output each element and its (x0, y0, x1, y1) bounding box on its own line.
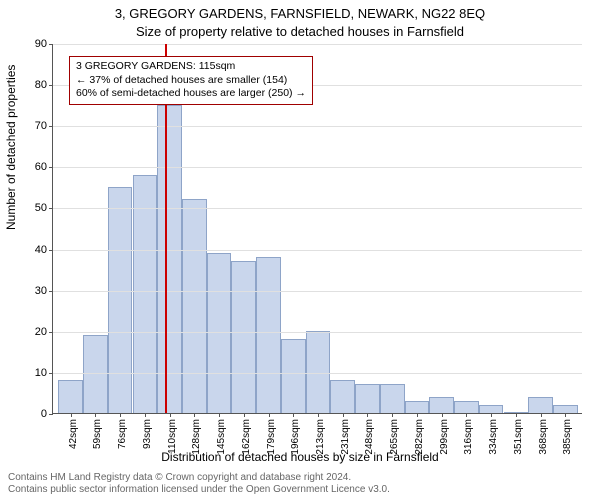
bar (133, 175, 158, 413)
xtick-mark (367, 413, 368, 417)
bar (405, 401, 430, 413)
bar (454, 401, 479, 413)
xtick-mark (219, 413, 220, 417)
annotation-line2: ← 37% of detached houses are smaller (15… (76, 74, 306, 88)
ytick-label: 30 (35, 285, 47, 297)
annotation-line1: 3 GREGORY GARDENS: 115sqm (76, 60, 306, 74)
xtick-mark (269, 413, 270, 417)
bar (58, 380, 83, 413)
chart-container: 3, GREGORY GARDENS, FARNSFIELD, NEWARK, … (0, 0, 600, 500)
ytick-label: 60 (35, 161, 47, 173)
ytick-mark (49, 44, 53, 45)
footnote-line1: Contains HM Land Registry data © Crown c… (8, 472, 592, 484)
ytick-label: 90 (35, 38, 47, 50)
annotation-line3: 60% of semi-detached houses are larger (… (76, 87, 306, 101)
bar (182, 199, 207, 413)
plot-area: 010203040506070809042sqm59sqm76sqm93sqm1… (52, 44, 582, 414)
ytick-mark (49, 85, 53, 86)
grid-line (53, 208, 582, 209)
bar (207, 253, 232, 413)
annotation-box: 3 GREGORY GARDENS: 115sqm ← 37% of detac… (69, 56, 313, 105)
xtick-mark (466, 413, 467, 417)
bar (231, 261, 256, 413)
bar (553, 405, 578, 413)
ytick-label: 70 (35, 120, 47, 132)
bar (108, 187, 133, 413)
bar (256, 257, 281, 413)
ytick-label: 20 (35, 326, 47, 338)
ytick-label: 40 (35, 244, 47, 256)
bar (83, 335, 108, 413)
ytick-label: 50 (35, 202, 47, 214)
ytick-mark (49, 208, 53, 209)
chart-title-line1: 3, GREGORY GARDENS, FARNSFIELD, NEWARK, … (0, 6, 600, 21)
grid-line (53, 126, 582, 127)
xtick-mark (95, 413, 96, 417)
bar (528, 397, 553, 413)
grid-line (53, 291, 582, 292)
ytick-mark (49, 250, 53, 251)
footnote-line2: Contains public sector information licen… (8, 484, 592, 496)
ytick-label: 80 (35, 79, 47, 91)
bar (330, 380, 355, 413)
ytick-label: 0 (41, 408, 47, 420)
ytick-mark (49, 373, 53, 374)
bar (281, 339, 306, 413)
xtick-mark (318, 413, 319, 417)
xtick-mark (491, 413, 492, 417)
xtick-mark (244, 413, 245, 417)
xtick-mark (516, 413, 517, 417)
xtick-label: 76sqm (117, 419, 128, 449)
grid-line (53, 250, 582, 251)
bar (355, 384, 380, 413)
bar (157, 105, 182, 413)
grid-line (53, 373, 582, 374)
xtick-mark (293, 413, 294, 417)
grid-line (53, 332, 582, 333)
xtick-mark (541, 413, 542, 417)
bar (429, 397, 454, 413)
xtick-mark (145, 413, 146, 417)
xtick-label: 93sqm (142, 419, 153, 449)
ytick-mark (49, 414, 53, 415)
xtick-mark (343, 413, 344, 417)
y-axis-label: Number of detached properties (4, 65, 18, 230)
xtick-mark (194, 413, 195, 417)
grid-line (53, 167, 582, 168)
chart-title-line2: Size of property relative to detached ho… (0, 24, 600, 39)
ytick-mark (49, 332, 53, 333)
xtick-mark (565, 413, 566, 417)
ytick-label: 10 (35, 367, 47, 379)
xtick-mark (417, 413, 418, 417)
xtick-mark (392, 413, 393, 417)
bar (380, 384, 405, 413)
xtick-label: 110sqm (167, 419, 178, 454)
ytick-mark (49, 291, 53, 292)
grid-line (53, 44, 582, 45)
bar (479, 405, 504, 413)
xtick-label: 42sqm (68, 419, 79, 449)
xtick-mark (442, 413, 443, 417)
xtick-mark (120, 413, 121, 417)
footnote: Contains HM Land Registry data © Crown c… (8, 472, 592, 496)
xtick-mark (71, 413, 72, 417)
ytick-mark (49, 167, 53, 168)
xtick-mark (170, 413, 171, 417)
ytick-mark (49, 126, 53, 127)
xtick-label: 59sqm (92, 419, 103, 449)
x-axis-label: Distribution of detached houses by size … (0, 450, 600, 464)
